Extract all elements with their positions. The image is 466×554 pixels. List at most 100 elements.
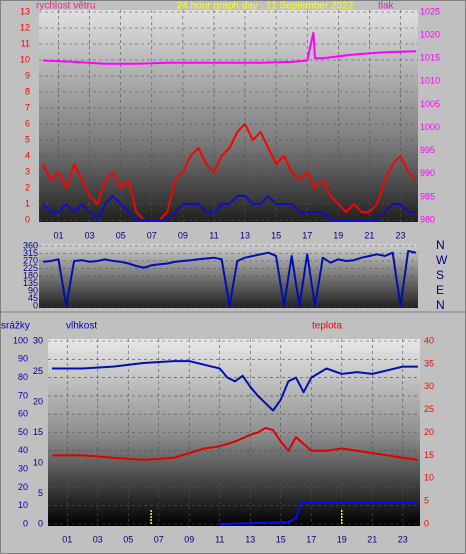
y2-tick-label: 1010 bbox=[420, 76, 440, 86]
y2-tick-label: N bbox=[436, 238, 445, 252]
y-tick-label: 50 bbox=[18, 427, 28, 437]
y-tick-label: 90 bbox=[28, 285, 38, 295]
x-tick-label: 23 bbox=[395, 230, 405, 240]
y2-tick-label: 10 bbox=[424, 473, 434, 483]
y-tick-label: 1 bbox=[25, 198, 30, 208]
y-label: rychlost větru bbox=[36, 1, 95, 12]
x-tick-label: 21 bbox=[364, 230, 374, 240]
y-tick-label: 360 bbox=[23, 240, 38, 250]
y2-tick-label: E bbox=[436, 283, 444, 297]
y-tick-label: 10 bbox=[18, 500, 28, 510]
y2-tick-label: 25 bbox=[424, 404, 434, 414]
series-line bbox=[219, 501, 418, 525]
y-tick-label: 2 bbox=[25, 182, 30, 192]
y2-tick-label: 40 bbox=[424, 335, 434, 345]
y2-tick-label: 985 bbox=[420, 191, 435, 201]
x-tick-label: 07 bbox=[147, 230, 157, 240]
x-tick-label: 01 bbox=[62, 534, 72, 544]
x-tick-label: 01 bbox=[54, 230, 64, 240]
y-tick-label: 9 bbox=[25, 70, 30, 80]
y2-tick-label: 1020 bbox=[420, 29, 440, 39]
y3-tick-label: 5 bbox=[38, 488, 43, 498]
y-tick-label: 0 bbox=[25, 214, 30, 224]
y3-tick-label: 15 bbox=[33, 427, 43, 437]
y2-tick-label: 1015 bbox=[420, 53, 440, 63]
y-tick-label: 90 bbox=[18, 354, 28, 364]
y-tick-label: 0 bbox=[33, 300, 38, 310]
y2-tick-label: 0 bbox=[424, 518, 429, 528]
y-tick-label: 0 bbox=[23, 518, 28, 528]
y-tick-label: 80 bbox=[18, 372, 28, 382]
y2-tick-label: 1005 bbox=[420, 99, 440, 109]
y3-tick-label: 25 bbox=[33, 366, 43, 376]
y-tick-label: 225 bbox=[23, 263, 38, 273]
y2-tick-label: 1025 bbox=[420, 6, 440, 16]
y3-tick-label: 20 bbox=[33, 396, 43, 406]
y-tick-label: 5 bbox=[25, 134, 30, 144]
series-line bbox=[52, 426, 419, 461]
y2-tick-label: W bbox=[436, 253, 448, 267]
series-line bbox=[42, 250, 417, 307]
y-tick-label: 100 bbox=[13, 335, 28, 345]
x-tick-label: 07 bbox=[154, 534, 164, 544]
y-tick-label: 270 bbox=[23, 255, 38, 265]
plot-area bbox=[39, 10, 418, 222]
y-tick-label: 180 bbox=[23, 270, 38, 280]
x-tick-label: 09 bbox=[178, 230, 188, 240]
y2-label: tlak bbox=[378, 1, 395, 12]
y2-tick-label: 30 bbox=[424, 381, 434, 391]
x-tick-label: 05 bbox=[123, 534, 133, 544]
y2-tick-label: 35 bbox=[424, 358, 434, 368]
y-label: vlhkost bbox=[66, 321, 97, 332]
y-tick-label: 11 bbox=[21, 38, 30, 48]
y-tick-label: 30 bbox=[18, 463, 28, 473]
y3-tick-label: 10 bbox=[33, 457, 43, 467]
series-line bbox=[52, 360, 418, 412]
x-tick-label: 17 bbox=[302, 230, 312, 240]
y-tick-label: 12 bbox=[20, 22, 30, 32]
y2-tick-label: 980 bbox=[420, 214, 435, 224]
x-tick-label: 11 bbox=[209, 230, 218, 240]
series-line bbox=[42, 123, 417, 221]
y-tick-label: 13 bbox=[20, 6, 30, 16]
y2-tick-label: 15 bbox=[424, 450, 434, 460]
x-tick-label: 15 bbox=[271, 230, 281, 240]
y2-tick-label: 20 bbox=[424, 427, 434, 437]
y-tick-label: 8 bbox=[25, 86, 30, 96]
y3-tick-label: 30 bbox=[33, 335, 43, 345]
y2-tick-label: 995 bbox=[420, 145, 435, 155]
y-tick-label: 7 bbox=[25, 102, 30, 112]
y-tick-label: 45 bbox=[28, 293, 38, 303]
y2-tick-label: 990 bbox=[420, 168, 435, 178]
y-tick-label: 70 bbox=[18, 390, 28, 400]
x-tick-label: 21 bbox=[367, 534, 377, 544]
y3-label: srážky bbox=[1, 321, 30, 332]
y-tick-label: 6 bbox=[25, 118, 30, 128]
y2-tick-label: S bbox=[436, 268, 444, 282]
y-tick-label: 60 bbox=[18, 409, 28, 419]
x-tick-label: 03 bbox=[93, 534, 103, 544]
y-tick-label: 3 bbox=[25, 166, 30, 176]
x-tick-label: 13 bbox=[245, 534, 255, 544]
y2-tick-label: 1000 bbox=[420, 122, 440, 132]
x-tick-label: 19 bbox=[337, 534, 347, 544]
x-tick-label: 05 bbox=[116, 230, 126, 240]
title: 24 hour graph day , 11 September 2022 bbox=[177, 1, 354, 12]
x-tick-label: 19 bbox=[333, 230, 343, 240]
x-tick-label: 03 bbox=[85, 230, 95, 240]
series-line bbox=[42, 195, 416, 221]
x-tick-label: 11 bbox=[215, 534, 224, 544]
y-tick-label: 135 bbox=[23, 278, 38, 288]
y-tick-label: 10 bbox=[20, 54, 30, 64]
y-tick-label: 315 bbox=[23, 248, 38, 258]
y-tick-label: 4 bbox=[25, 150, 30, 160]
x-tick-label: 17 bbox=[306, 534, 316, 544]
y-tick-label: 20 bbox=[18, 482, 28, 492]
x-tick-label: 15 bbox=[276, 534, 286, 544]
x-tick-label: 13 bbox=[240, 230, 250, 240]
series-line bbox=[42, 31, 417, 65]
y-tick-label: 40 bbox=[18, 445, 28, 455]
y2-tick-label: 5 bbox=[424, 496, 429, 506]
